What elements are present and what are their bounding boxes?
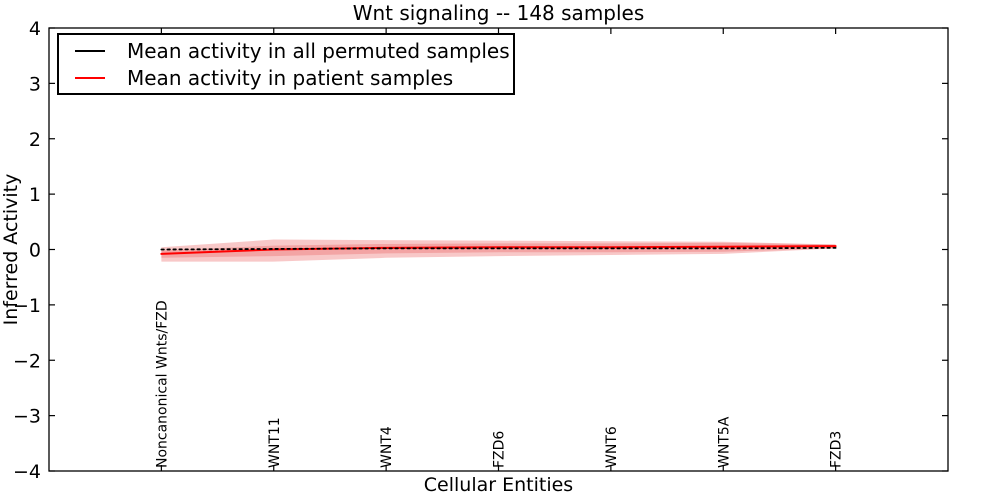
legend-label: Mean activity in all permuted samples: [127, 38, 510, 63]
y-tick-label: 1: [29, 184, 41, 206]
legend: Mean activity in all permuted samples Me…: [57, 33, 515, 95]
legend-line-black: [75, 49, 105, 52]
x-tick-label: WNT11: [267, 417, 283, 468]
y-tick-label: −1: [13, 295, 41, 317]
x-tick-label: Noncanonical Wnts/FZD: [154, 300, 170, 468]
y-tick-label: 3: [29, 73, 41, 95]
y-tick-label: 0: [29, 240, 41, 262]
y-axis-label: Inferred Activity: [0, 173, 22, 326]
x-tick-label: FZD6: [492, 431, 508, 468]
series-line-permuted: [160, 246, 837, 251]
x-tick-label: WNT6: [604, 426, 620, 468]
y-tick-label: −4: [13, 461, 41, 483]
y-tick-label: −2: [13, 350, 41, 372]
legend-item-permuted: Mean activity in all permuted samples: [59, 37, 513, 64]
x-tick-label: FZD3: [829, 431, 845, 468]
y-tick-label: 2: [29, 129, 41, 151]
series-line-patient: [160, 245, 837, 255]
x-axis-label: Cellular Entities: [423, 474, 574, 496]
legend-label: Mean activity in patient samples: [127, 65, 454, 90]
chart-title: Wnt signaling -- 148 samples: [352, 1, 645, 25]
x-tick-label: WNT5A: [716, 416, 732, 468]
legend-item-patient: Mean activity in patient samples: [59, 64, 513, 91]
legend-line-red: [75, 76, 105, 79]
y-tick-label: −3: [13, 406, 41, 428]
confidence-band: [161, 239, 836, 262]
x-tick-label: WNT4: [379, 426, 395, 468]
y-tick-label: 4: [29, 18, 41, 40]
